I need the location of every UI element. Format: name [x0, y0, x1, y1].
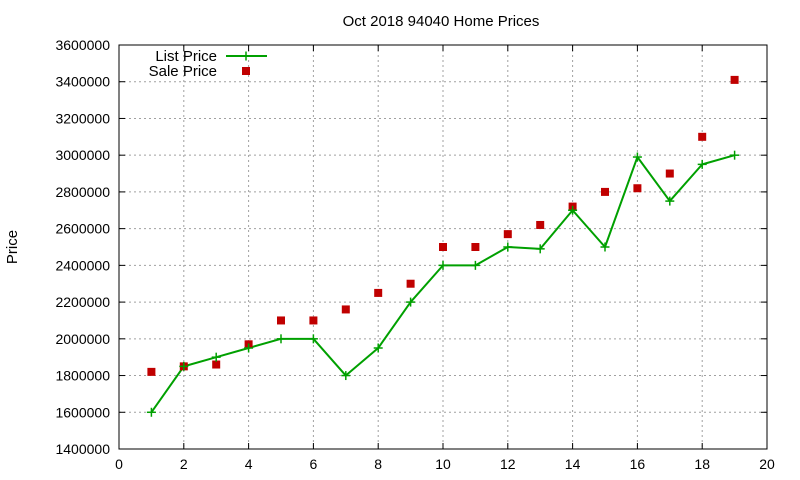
y-tick-label: 2000000 — [55, 331, 110, 347]
list-price-point — [308, 334, 318, 344]
x-tick-label: 6 — [310, 456, 318, 472]
sale-price-point — [212, 360, 221, 369]
sale-price-point — [147, 367, 156, 376]
sale-price-point — [374, 288, 383, 297]
y-tick-label: 2200000 — [55, 294, 110, 310]
list-price-point — [179, 361, 189, 371]
sale-price-point — [633, 184, 642, 193]
list-price-point — [406, 297, 416, 307]
x-tick-label: 2 — [180, 456, 188, 472]
legend-label-sale-price: Sale Price — [149, 63, 217, 80]
legend-label-list-price: List Price — [155, 48, 217, 65]
x-tick-label: 14 — [565, 456, 581, 472]
sale-price-point — [439, 243, 447, 251]
list-price-point — [697, 159, 707, 169]
sale-price-point — [665, 169, 674, 178]
legend-marker-list-price — [241, 51, 251, 61]
list-price-point — [632, 152, 642, 162]
y-tick-label: 1600000 — [55, 404, 110, 420]
x-tick-label: 18 — [694, 456, 710, 472]
list-price-point — [211, 352, 221, 362]
sale-price-point — [277, 316, 285, 325]
list-price-point — [665, 196, 675, 206]
y-tick-label: 1800000 — [55, 368, 110, 384]
list-price-point — [470, 260, 480, 270]
x-tick-label: 4 — [245, 456, 253, 472]
list-price-point — [244, 343, 254, 353]
list-price-point — [373, 343, 383, 353]
legend-marker-sale-price — [242, 67, 250, 75]
list-price-point — [600, 242, 610, 252]
list-price-point — [146, 407, 156, 417]
y-tick-label: 2600000 — [55, 221, 110, 237]
legend: List Price Sale Price — [149, 48, 267, 80]
y-tick-label: 1400000 — [55, 441, 110, 457]
x-tick-label: 12 — [500, 456, 516, 472]
series-layer — [146, 75, 740, 417]
x-tick-label: 8 — [374, 456, 382, 472]
sale-price-point — [309, 316, 318, 325]
sale-price-point — [698, 132, 707, 141]
list-price-point — [438, 260, 448, 270]
list-price-line — [150, 154, 735, 413]
y-axis-label: Price — [4, 230, 21, 264]
y-tick-label: 2800000 — [55, 184, 110, 200]
sale-price-point — [730, 75, 739, 84]
x-tick-label: 16 — [630, 456, 646, 472]
sale-price-point — [503, 230, 512, 239]
list-price-point — [503, 242, 513, 252]
grid — [119, 45, 767, 449]
sale-price-point — [601, 187, 609, 196]
y-tick-label: 3000000 — [55, 147, 110, 163]
axis-ticks: 0 2 4 6 8 10 12 14 16 18 20 1400000 1600000 1800000 20… — [55, 37, 775, 472]
y-tick-label: 3400000 — [55, 74, 110, 90]
list-price-point — [341, 371, 351, 381]
list-price-point — [568, 205, 578, 215]
chart-title: Oct 2018 94040 Home Prices — [343, 13, 540, 30]
sale-price-point — [341, 305, 350, 314]
sale-price-point — [471, 243, 480, 251]
x-tick-label: 20 — [759, 456, 775, 472]
sale-price-point — [406, 279, 415, 288]
y-tick-label: 3200000 — [55, 110, 110, 126]
sale-price-point — [536, 220, 545, 229]
list-price-point — [730, 150, 740, 160]
x-tick-label: 10 — [435, 456, 451, 472]
y-tick-label: 2400000 — [55, 257, 110, 273]
list-price-point — [535, 244, 545, 254]
x-tick-label: 0 — [115, 456, 123, 472]
y-tick-label: 3600000 — [55, 37, 110, 53]
list-price-point — [276, 334, 286, 344]
